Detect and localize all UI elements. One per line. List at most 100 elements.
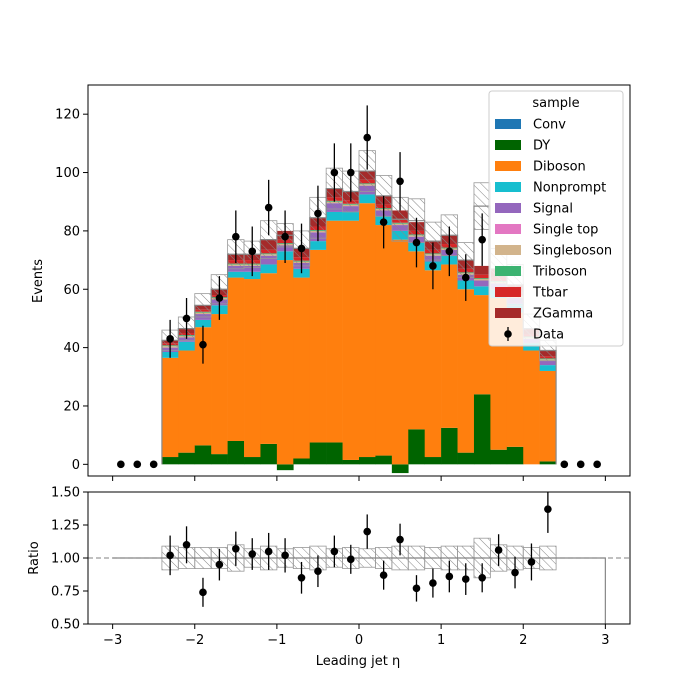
legend-swatch-5 (495, 224, 521, 234)
ratio-point-3 (166, 551, 174, 560)
legend-swatch-6 (495, 245, 521, 255)
xtick-label-4: 1 (437, 633, 445, 648)
bar-dy-17 (391, 464, 409, 474)
ratio-point-6 (215, 560, 224, 569)
bar-signal-9 (260, 255, 278, 265)
bar-diboson-22 (473, 295, 491, 395)
legend-label-4: Signal (533, 202, 573, 217)
legend-swatch-3 (495, 182, 521, 192)
legend-title: sample (532, 96, 579, 111)
bar-dy-15 (359, 457, 376, 465)
legend-swatch-2 (495, 161, 521, 171)
data-point-3 (166, 335, 174, 343)
data-point-1 (133, 460, 142, 469)
legend-entries: Conv DY Diboson Nonprompt Signal Single top Si… (495, 118, 612, 343)
bar-nonprompt-12 (309, 241, 327, 250)
xtick-label-1: −2 (185, 633, 204, 648)
ratio-y-axis-label: Ratio (27, 541, 42, 574)
bar-diboson-11 (293, 277, 311, 459)
main-ytick-label-1: 20 (63, 399, 80, 414)
bar-diboson-26 (539, 370, 557, 462)
bar-dy-19 (424, 457, 442, 465)
legend-label-9: ZGamma (533, 307, 593, 322)
bar-signal-22 (473, 280, 491, 287)
ratio-ytick-label-0: 0.50 (51, 618, 80, 633)
bar-dy-26 (539, 461, 557, 465)
bar-ttbar-22 (473, 274, 491, 279)
legend-swatch-0 (495, 119, 521, 129)
bar-diboson-4 (178, 350, 196, 453)
main-x-ticks (112, 476, 606, 481)
bar-nonprompt-9 (260, 264, 278, 274)
ratio-point-17 (396, 535, 404, 544)
bar-dy-9 (260, 443, 278, 465)
bar-nonprompt-25 (523, 343, 540, 351)
ratio-ytick-label-2: 1.00 (51, 552, 80, 567)
bar-dy-22 (473, 394, 491, 465)
ratio-point-25 (527, 558, 536, 566)
data-point-9 (264, 203, 273, 212)
data-point-27 (560, 460, 569, 469)
ratio-ytick-label-1: 0.75 (51, 585, 80, 600)
ratio-x-ticks: −3 −2 −1 0 1 2 3 (103, 624, 610, 648)
legend-label-3: Nonprompt (533, 181, 606, 196)
bar-diboson-17 (391, 239, 409, 465)
ratio-ytick-label-4: 1.50 (51, 486, 80, 501)
bar-dy-3 (161, 457, 179, 465)
ratio-point-20 (445, 572, 454, 581)
legend-label-6: Singleboson (533, 244, 612, 259)
ratio-point-12 (314, 567, 322, 575)
bar-nonprompt-26 (539, 365, 557, 371)
bar-dy-6 (211, 454, 228, 465)
main-panel: 0 20 40 60 80 100 120 Events (31, 84, 631, 481)
data-point-5 (199, 340, 207, 349)
bar-diboson-21 (457, 289, 475, 453)
xtick-label-5: 2 (519, 633, 527, 648)
bar-dy-10 (276, 464, 294, 471)
bar-dy-5 (194, 445, 212, 465)
bar-diboson-14 (342, 220, 360, 460)
ratio-point-22 (478, 574, 486, 582)
bar-nonprompt-13 (326, 211, 343, 221)
bar-dy-7 (227, 440, 245, 465)
bar-dy-13 (326, 442, 343, 465)
bar-signal-26 (539, 360, 557, 366)
bar-nonprompt-4 (178, 341, 196, 351)
legend-swatch-7 (495, 266, 521, 276)
ratio-point-8 (248, 550, 257, 558)
data-point-14 (346, 168, 355, 177)
main-y-axis-label: Events (31, 259, 46, 303)
data-points (117, 105, 601, 469)
data-point-12 (314, 209, 322, 218)
bar-diboson-7 (227, 277, 245, 441)
data-point-17 (396, 177, 404, 186)
ratio-point-23 (494, 546, 503, 554)
bar-dy-21 (457, 452, 475, 465)
bar-diboson-20 (441, 264, 458, 428)
bar-diboson-19 (424, 270, 442, 458)
legend-swatch-8 (495, 287, 521, 297)
ratio-point-9 (264, 547, 273, 556)
bar-nonprompt-7 (227, 271, 245, 278)
data-point-7 (232, 232, 240, 241)
bar-dy-11 (293, 458, 311, 465)
main-y-ticks: 0 20 40 60 80 100 120 (55, 108, 88, 473)
legend-label-2: Diboson (533, 160, 586, 175)
legend: sample Conv DY Diboson Nonprompt Signal Singl… (488, 90, 624, 347)
legend-data-marker (504, 330, 512, 338)
ratio-point-18 (412, 584, 421, 593)
xtick-label-2: −1 (267, 633, 286, 648)
legend-swatch-4 (495, 203, 521, 213)
ratio-panel: 0.50 0.75 1.00 1.25 1.50 −3 −2 −1 0 1 2 3 Ratio Le… (27, 486, 631, 669)
bar-diboson-5 (194, 327, 212, 446)
bar-dy-18 (408, 429, 425, 465)
bar-singleboson-22 (473, 279, 491, 281)
legend-label-1: DY (533, 139, 550, 154)
ratio-point-15 (363, 527, 372, 536)
data-point-29 (593, 460, 601, 469)
bar-dy-20 (441, 427, 458, 465)
data-point-28 (576, 460, 585, 469)
bar-dy-12 (309, 442, 327, 465)
legend-label-0: Conv (533, 118, 566, 133)
data-point-21 (461, 273, 470, 282)
